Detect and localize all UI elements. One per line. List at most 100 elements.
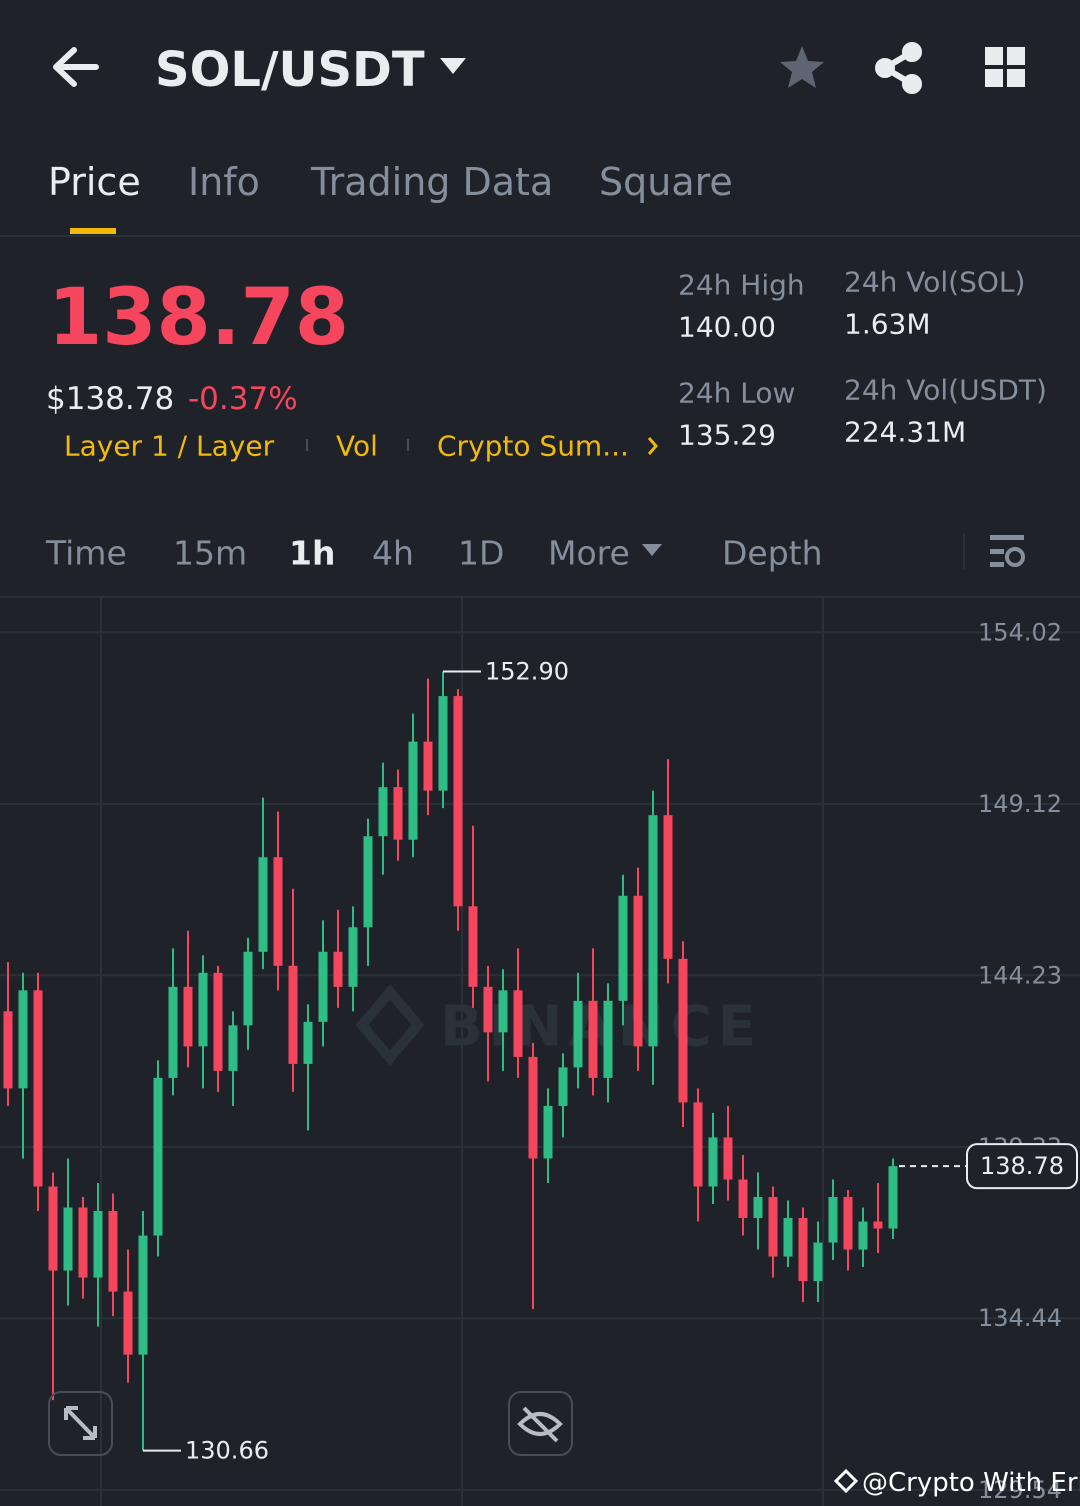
y-tick-label: 129.54 (978, 1476, 1062, 1504)
tab[interactable]: Info (188, 160, 260, 204)
candle-body (678, 958, 688, 1103)
tag[interactable]: Vol (336, 430, 378, 463)
tag-separator (306, 439, 308, 451)
candle-body (708, 1137, 718, 1187)
grid-cell (1007, 69, 1025, 87)
candle-body (198, 972, 208, 1047)
tags-more-arrow[interactable] (647, 437, 658, 455)
interval[interactable]: Time (45, 534, 127, 573)
stat-label: 24h Vol(USDT) (844, 374, 1047, 407)
candle-body (363, 836, 373, 928)
y-tick-label: 144.23 (978, 961, 1062, 989)
stat-value: 224.31M (844, 416, 966, 449)
candle-body (78, 1207, 88, 1278)
candle-body (588, 1000, 598, 1078)
interval-active[interactable]: 1h (289, 534, 335, 573)
candle-body (483, 986, 493, 1033)
tag[interactable]: Crypto Sum... (437, 430, 629, 463)
price-change: -0.37% (188, 381, 298, 417)
chart-settings-icon[interactable] (990, 535, 1025, 567)
separator (963, 533, 965, 569)
candle-body (843, 1196, 853, 1250)
share-node (902, 74, 922, 94)
last-price-label: 138.78 (980, 1152, 1064, 1180)
candle-body (93, 1211, 103, 1278)
tab[interactable]: Square (599, 160, 733, 204)
eye-off-icon (517, 1406, 563, 1443)
stat-label: 24h Low (678, 377, 795, 410)
candle-body (813, 1242, 823, 1282)
stat-label: 24h Vol(SOL) (844, 266, 1025, 299)
grid-menu-icon[interactable] (985, 47, 1025, 87)
candle-body (3, 1011, 13, 1089)
icon-gear (1005, 547, 1025, 567)
tab[interactable]: Trading Data (310, 160, 553, 204)
interval[interactable]: Depth (722, 534, 823, 573)
pair-title[interactable]: SOL/USDT (155, 42, 425, 98)
candle-body (18, 990, 28, 1089)
candle-body (423, 741, 433, 791)
hide-button[interactable] (508, 1391, 573, 1456)
candle-body (543, 1105, 553, 1159)
candle-body (303, 1021, 313, 1064)
candle-body (213, 972, 223, 1071)
candle-body (648, 815, 658, 1047)
stat-label: 24h High (678, 269, 805, 302)
candle-body (693, 1102, 703, 1187)
candle-body (723, 1137, 733, 1180)
tab-indicator (70, 228, 116, 234)
candle-body (798, 1218, 808, 1282)
candle-body (378, 787, 388, 837)
candle-body (408, 741, 418, 840)
share-node (902, 42, 922, 62)
candle-body (558, 1067, 568, 1106)
icon-bar (990, 535, 1024, 540)
candle-body (63, 1207, 73, 1271)
y-tick-label: 134.44 (978, 1304, 1062, 1332)
candle-body (33, 990, 43, 1187)
favorite-icon[interactable] (780, 46, 824, 88)
candle-body (858, 1221, 868, 1250)
more-dropdown[interactable] (642, 544, 662, 556)
candle-body (753, 1196, 763, 1219)
divider (0, 596, 1080, 598)
tag[interactable]: Layer 1 / Layer (64, 430, 275, 463)
candle-body (48, 1186, 58, 1271)
y-tick-label: 149.12 (978, 790, 1062, 818)
tag-separator (407, 439, 409, 451)
interval[interactable]: 4h (372, 534, 414, 573)
fullscreen-button[interactable] (48, 1391, 113, 1456)
credit: @Crypto With Erik (862, 1468, 1080, 1498)
candle-body (168, 986, 178, 1078)
interval[interactable]: 1D (458, 534, 504, 573)
candle-body (453, 696, 463, 907)
candle-body (603, 1000, 613, 1078)
candle-body (738, 1179, 748, 1219)
candle-body (273, 857, 283, 966)
grid-cell (1007, 47, 1025, 65)
candle-body (123, 1291, 133, 1355)
candle-body (468, 906, 478, 987)
candle-body (828, 1196, 838, 1243)
candle-body (633, 895, 643, 1047)
candle-body (318, 951, 328, 1022)
interval[interactable]: More (548, 534, 630, 573)
candle-body (348, 927, 358, 987)
candle-body (333, 951, 343, 987)
candle-body (888, 1166, 898, 1229)
extreme-label: 152.90 (485, 658, 569, 686)
interval[interactable]: 15m (173, 534, 247, 573)
watermark: BINANCE (440, 995, 762, 1060)
candle-body (288, 965, 298, 1064)
tab-active[interactable]: Price (48, 160, 141, 204)
pair-dropdown[interactable] (440, 58, 466, 74)
share-icon[interactable] (875, 42, 922, 94)
grid-cell (985, 69, 1003, 87)
candle-body (183, 986, 193, 1047)
button-frame (508, 1391, 573, 1456)
share-node (875, 58, 895, 78)
back-button[interactable] (53, 47, 99, 87)
candle-body (768, 1196, 778, 1257)
